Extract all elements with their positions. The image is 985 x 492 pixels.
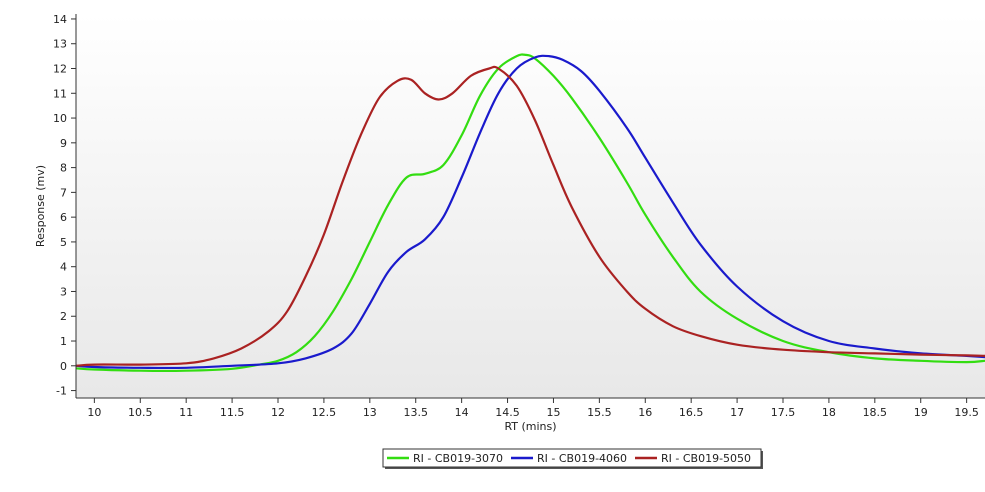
y-tick-label: 13 bbox=[53, 38, 67, 51]
x-tick-label: 15.5 bbox=[587, 406, 612, 419]
series-lines bbox=[75, 53, 985, 373]
y-tick-label: 0 bbox=[60, 360, 67, 373]
x-tick-label: 15 bbox=[546, 406, 560, 419]
series-line-2 bbox=[75, 54, 985, 370]
x-tick-label: 10.5 bbox=[128, 406, 153, 419]
y-tick-label: 1 bbox=[60, 335, 67, 348]
y-tick-label: 4 bbox=[60, 261, 67, 274]
y-tick-label: 10 bbox=[53, 112, 67, 125]
x-tick-label: 18.5 bbox=[863, 406, 888, 419]
y-axis-title: Response (mv) bbox=[34, 165, 47, 247]
x-axis-title: RT (mins) bbox=[504, 420, 556, 433]
x-axis-ticks: 10 10.5 11 11.5 12 12.5 13 13.5 14 14.5 15 15.5 16 16… bbox=[87, 398, 979, 419]
x-tick-label: 16 bbox=[638, 406, 652, 419]
x-tick-label: 17.5 bbox=[771, 406, 796, 419]
y-tick-label: 2 bbox=[60, 310, 67, 323]
x-tick-label: 12.5 bbox=[312, 406, 337, 419]
x-tick-label: 12 bbox=[271, 406, 285, 419]
x-tick-label: 16.5 bbox=[679, 406, 704, 419]
y-tick-label: 5 bbox=[60, 236, 67, 249]
x-tick-label: 11.5 bbox=[220, 406, 245, 419]
x-tick-label: 13 bbox=[363, 406, 377, 419]
plot-area bbox=[76, 14, 985, 398]
x-tick-label: 14.5 bbox=[495, 406, 520, 419]
y-tick-label: -1 bbox=[56, 385, 67, 398]
x-tick-label: 18 bbox=[822, 406, 836, 419]
legend-label-1: RI - CB019-3070 bbox=[413, 452, 503, 465]
legend-label-2: RI - CB019-4060 bbox=[537, 452, 627, 465]
x-tick-label: 17 bbox=[730, 406, 744, 419]
y-tick-label: 7 bbox=[60, 186, 67, 199]
series-line-3 bbox=[75, 65, 985, 367]
y-tick-label: 9 bbox=[60, 137, 67, 150]
y-tick-label: 11 bbox=[53, 87, 67, 100]
axes bbox=[75, 14, 985, 399]
y-tick-label: 8 bbox=[60, 162, 67, 175]
series-line-1 bbox=[75, 53, 985, 373]
legend: RI - CB019-3070 RI - CB019-4060 RI - CB019… bbox=[382, 448, 763, 469]
y-tick-label: 3 bbox=[60, 285, 67, 298]
legend-box bbox=[382, 448, 762, 468]
x-tick-label: 19 bbox=[914, 406, 928, 419]
y-tick-label: 12 bbox=[53, 63, 67, 76]
legend-label-3: RI - CB019-5050 bbox=[661, 452, 751, 465]
y-tick-label: 14 bbox=[53, 13, 67, 26]
x-tick-label: 10 bbox=[87, 406, 101, 419]
y-tick-label: 6 bbox=[60, 211, 67, 224]
x-tick-label: 13.5 bbox=[403, 406, 428, 419]
x-tick-label: 19.5 bbox=[954, 406, 979, 419]
x-tick-label: 11 bbox=[179, 406, 193, 419]
x-tick-label: 14 bbox=[455, 406, 469, 419]
